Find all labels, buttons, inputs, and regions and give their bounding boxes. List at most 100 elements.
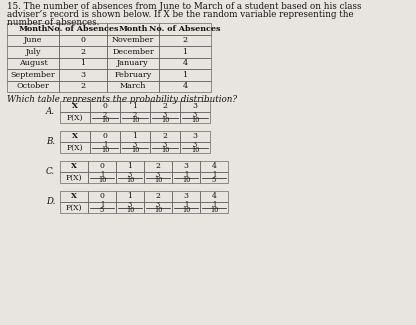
Text: 3: 3	[133, 141, 137, 149]
Bar	[144, 191, 172, 202]
Text: 1: 1	[80, 59, 86, 67]
Text: 3: 3	[183, 192, 188, 201]
Text: X: X	[71, 162, 77, 171]
Text: October: October	[17, 82, 50, 90]
Bar	[200, 191, 228, 202]
Text: 2: 2	[163, 133, 167, 140]
Text: 1: 1	[133, 102, 137, 110]
Text: Month: Month	[18, 25, 48, 33]
Bar	[180, 112, 210, 123]
Text: 5: 5	[100, 206, 104, 214]
Bar	[159, 58, 211, 69]
Text: 3: 3	[183, 162, 188, 171]
Text: December: December	[112, 48, 154, 56]
Text: January: January	[117, 59, 149, 67]
Bar	[90, 142, 120, 153]
Text: P(X): P(X)	[67, 113, 83, 122]
Bar	[60, 112, 90, 123]
Text: July: July	[25, 48, 41, 56]
Text: 10: 10	[161, 116, 169, 124]
Text: 1: 1	[212, 201, 216, 209]
Bar	[7, 81, 59, 92]
Bar	[172, 172, 200, 183]
Text: 10: 10	[161, 146, 169, 154]
Text: February: February	[114, 71, 151, 79]
Text: number of absences.: number of absences.	[7, 18, 99, 27]
Bar	[172, 202, 200, 213]
Bar	[90, 101, 120, 112]
Bar	[107, 69, 159, 81]
Bar	[116, 172, 144, 183]
Bar	[59, 46, 107, 58]
Text: 2: 2	[156, 162, 161, 171]
Text: 2: 2	[183, 36, 188, 44]
Text: 3: 3	[156, 171, 160, 179]
Text: 2: 2	[80, 48, 86, 56]
Text: 10: 10	[126, 176, 134, 184]
Text: 3: 3	[128, 171, 132, 179]
Text: March: March	[120, 82, 146, 90]
Text: 2: 2	[80, 82, 86, 90]
Bar	[88, 161, 116, 172]
Bar	[59, 69, 107, 81]
Bar	[107, 34, 159, 46]
Bar	[159, 81, 211, 92]
Bar	[120, 131, 150, 142]
Text: 4: 4	[212, 192, 216, 201]
Text: 1: 1	[212, 171, 216, 179]
Text: 2: 2	[163, 102, 167, 110]
Bar	[90, 112, 120, 123]
Text: 3: 3	[128, 201, 132, 209]
Bar	[144, 172, 172, 183]
Text: 0: 0	[99, 192, 104, 201]
Text: Month: Month	[118, 25, 148, 33]
Bar	[116, 202, 144, 213]
Bar	[60, 161, 88, 172]
Text: 3: 3	[163, 141, 167, 149]
Bar	[180, 131, 210, 142]
Text: 3: 3	[193, 102, 198, 110]
Text: 1: 1	[183, 71, 188, 79]
Bar	[88, 172, 116, 183]
Text: 15. The number of absences from June to March of a student based on his class: 15. The number of absences from June to …	[7, 2, 362, 11]
Text: 1: 1	[184, 201, 188, 209]
Bar	[59, 58, 107, 69]
Text: 1: 1	[100, 201, 104, 209]
Text: No. of Absences: No. of Absences	[149, 25, 221, 33]
Text: 0: 0	[103, 133, 107, 140]
Bar	[7, 69, 59, 81]
Text: 1: 1	[133, 133, 137, 140]
Bar	[7, 46, 59, 58]
Text: 3: 3	[80, 71, 86, 79]
Text: 10: 10	[182, 176, 190, 184]
Bar	[90, 131, 120, 142]
Text: adviser’s record is shown below. If X be the random variable representing the: adviser’s record is shown below. If X be…	[7, 10, 354, 19]
Bar	[60, 202, 88, 213]
Bar	[107, 46, 159, 58]
Text: 3: 3	[193, 133, 198, 140]
Bar	[59, 23, 107, 34]
Text: 10: 10	[182, 206, 190, 214]
Bar	[7, 34, 59, 46]
Bar	[150, 112, 180, 123]
Bar	[144, 161, 172, 172]
Bar	[116, 191, 144, 202]
Text: 4: 4	[183, 59, 188, 67]
Bar	[88, 202, 116, 213]
Bar	[150, 142, 180, 153]
Text: 3: 3	[156, 201, 160, 209]
Text: P(X): P(X)	[67, 144, 83, 151]
Text: June: June	[24, 36, 42, 44]
Bar	[60, 101, 90, 112]
Text: 2: 2	[133, 111, 137, 119]
Text: 10: 10	[154, 206, 162, 214]
Bar	[7, 23, 59, 34]
Text: 1: 1	[128, 162, 132, 171]
Text: 1: 1	[100, 171, 104, 179]
Bar	[159, 46, 211, 58]
Bar	[150, 101, 180, 112]
Bar	[59, 81, 107, 92]
Text: November: November	[112, 36, 154, 44]
Text: August: August	[19, 59, 47, 67]
Text: X: X	[71, 192, 77, 201]
